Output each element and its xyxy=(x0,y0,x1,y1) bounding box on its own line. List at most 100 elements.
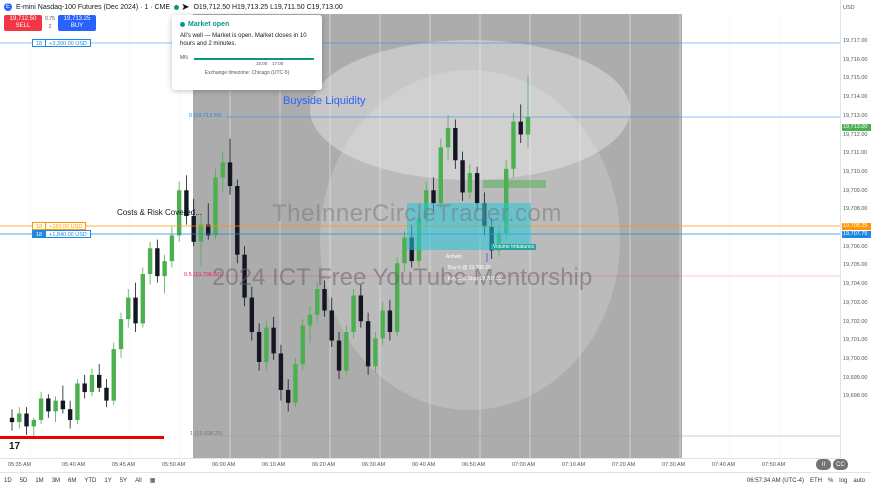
entry-price-tag[interactable]: 19,707.75 xyxy=(842,231,871,238)
candle-body[interactable] xyxy=(264,327,269,362)
candle-body[interactable] xyxy=(249,297,255,332)
candle-body[interactable] xyxy=(460,160,465,193)
candle-body[interactable] xyxy=(31,419,37,427)
candle-body[interactable] xyxy=(503,168,509,234)
buyside-liquidity-label[interactable]: Buyside Liquidity xyxy=(283,95,366,107)
candle-body[interactable] xyxy=(162,261,167,277)
candle-body[interactable] xyxy=(278,353,284,390)
candle-body[interactable] xyxy=(474,173,480,204)
tp-price-tag[interactable]: 19,708.25 xyxy=(842,223,871,230)
candle-body[interactable] xyxy=(38,398,44,420)
candlestick-chart[interactable] xyxy=(0,0,840,458)
position-top-label[interactable]: 18 +3,300.00 USD xyxy=(32,39,91,47)
log-toggle[interactable]: log xyxy=(839,477,848,484)
range-button-1m[interactable]: 1M xyxy=(35,477,44,484)
range-button-1y[interactable]: 1Y xyxy=(104,477,112,484)
candle-body[interactable] xyxy=(89,374,95,393)
candle-body[interactable] xyxy=(256,331,262,362)
range-button-3m[interactable]: 3M xyxy=(51,477,61,484)
buy-button[interactable]: 19,713.25 BUY xyxy=(58,15,96,31)
candle-body[interactable] xyxy=(315,289,320,315)
candle-body[interactable] xyxy=(511,121,516,169)
candle-body[interactable] xyxy=(191,216,196,242)
candle-body[interactable] xyxy=(155,248,160,277)
candle-body[interactable] xyxy=(104,387,109,401)
calendar-icon[interactable]: ▦ xyxy=(149,478,156,484)
candle-body[interactable] xyxy=(176,190,182,236)
candle-body[interactable] xyxy=(147,248,153,274)
candle-body[interactable] xyxy=(111,349,116,401)
fib-0-label[interactable]: 0 (19,713.50) xyxy=(189,113,222,119)
candle-body[interactable] xyxy=(525,117,531,135)
candle-body[interactable] xyxy=(271,327,276,354)
range-button-ytd[interactable]: YTD xyxy=(84,477,97,484)
candle-body[interactable] xyxy=(518,121,523,135)
candle-body[interactable] xyxy=(9,417,15,423)
range-button-all[interactable]: All xyxy=(135,477,142,484)
candle-body[interactable] xyxy=(365,321,371,367)
candle-body[interactable] xyxy=(373,338,378,367)
buy-fill-note[interactable]: Buy 6 @ 19,708.25 xyxy=(448,265,491,271)
candle-body[interactable] xyxy=(307,314,313,326)
candle-body[interactable] xyxy=(300,325,305,365)
candle-body[interactable] xyxy=(351,295,356,332)
candle-body[interactable] xyxy=(402,237,407,264)
candle-body[interactable] xyxy=(394,263,400,332)
percent-toggle[interactable]: % xyxy=(827,477,834,484)
key-stop-note[interactable]: Key Sell Stop 19,707.00 xyxy=(448,276,502,282)
candle-body[interactable] xyxy=(97,374,102,388)
candle-body[interactable] xyxy=(206,224,211,236)
candle-body[interactable] xyxy=(227,162,233,186)
candle-body[interactable] xyxy=(336,340,342,371)
candle-body[interactable] xyxy=(75,383,80,420)
candle-body[interactable] xyxy=(344,331,349,371)
candle-body[interactable] xyxy=(17,413,22,423)
symbol-title[interactable]: E-mini Nasdaq-100 Futures (Dec 2024) · 1… xyxy=(16,3,171,11)
pause-button[interactable]: II xyxy=(816,459,831,470)
candle-body[interactable] xyxy=(467,173,473,193)
range-button-5y[interactable]: 5Y xyxy=(119,477,128,484)
candle-body[interactable] xyxy=(118,319,124,350)
candle-body[interactable] xyxy=(184,190,189,217)
range-button-6m[interactable]: 6M xyxy=(68,477,77,484)
candle-body[interactable] xyxy=(285,389,291,403)
candle-body[interactable] xyxy=(358,295,364,322)
candle-body[interactable] xyxy=(293,364,298,403)
candle-body[interactable] xyxy=(380,310,385,339)
price-currency[interactable]: USD xyxy=(843,5,855,11)
candle-body[interactable] xyxy=(46,398,51,412)
candle-body[interactable] xyxy=(82,383,87,393)
candle-body[interactable] xyxy=(213,177,218,236)
auto-toggle[interactable]: auto xyxy=(853,477,865,484)
candle-body[interactable] xyxy=(235,186,240,255)
symbol-icon[interactable]: E xyxy=(4,3,12,11)
video-progress-bar[interactable] xyxy=(0,436,164,439)
candle-body[interactable] xyxy=(198,224,204,242)
candle-body[interactable] xyxy=(140,274,146,324)
volume-imbalance-label[interactable]: Volume Imbalance xyxy=(491,244,537,250)
market-status-icon[interactable] xyxy=(174,4,180,10)
range-button-5d[interactable]: 5D xyxy=(19,477,28,484)
fib-1-label[interactable]: 1 (19,698.25) xyxy=(190,431,223,437)
candle-body[interactable] xyxy=(67,409,73,420)
candle-body[interactable] xyxy=(387,310,393,332)
position-tp-label[interactable]: 18 +150.00 USD xyxy=(32,222,87,230)
candle-body[interactable] xyxy=(322,289,327,311)
candle-body[interactable] xyxy=(133,297,138,324)
range-button-1d[interactable]: 1D xyxy=(4,477,12,484)
fib-05-label[interactable]: 0.5 (19,706.50) xyxy=(184,272,222,278)
captions-button[interactable]: CC xyxy=(833,459,848,470)
price-axis[interactable]: USD 19,717.00 19,716.00 19,715.00 19,714.00… xyxy=(840,0,871,458)
spread-qty[interactable]: 0.75 2 xyxy=(44,15,56,31)
candle-body[interactable] xyxy=(431,190,436,204)
clock-display[interactable]: 06:57:34 AM (UTC-4) xyxy=(746,477,804,484)
candle-body[interactable] xyxy=(60,400,66,410)
candle-body[interactable] xyxy=(453,128,458,161)
tradingview-logo[interactable]: 17 xyxy=(9,441,21,452)
sell-button[interactable]: 19,712.50 SELL xyxy=(4,15,42,31)
candle-body[interactable] xyxy=(445,128,451,148)
candle-body[interactable] xyxy=(169,235,175,262)
position-entry-label[interactable]: 18 +1,840.00 USD xyxy=(32,230,91,238)
candle-body[interactable] xyxy=(53,400,58,412)
candle-body[interactable] xyxy=(126,297,131,320)
